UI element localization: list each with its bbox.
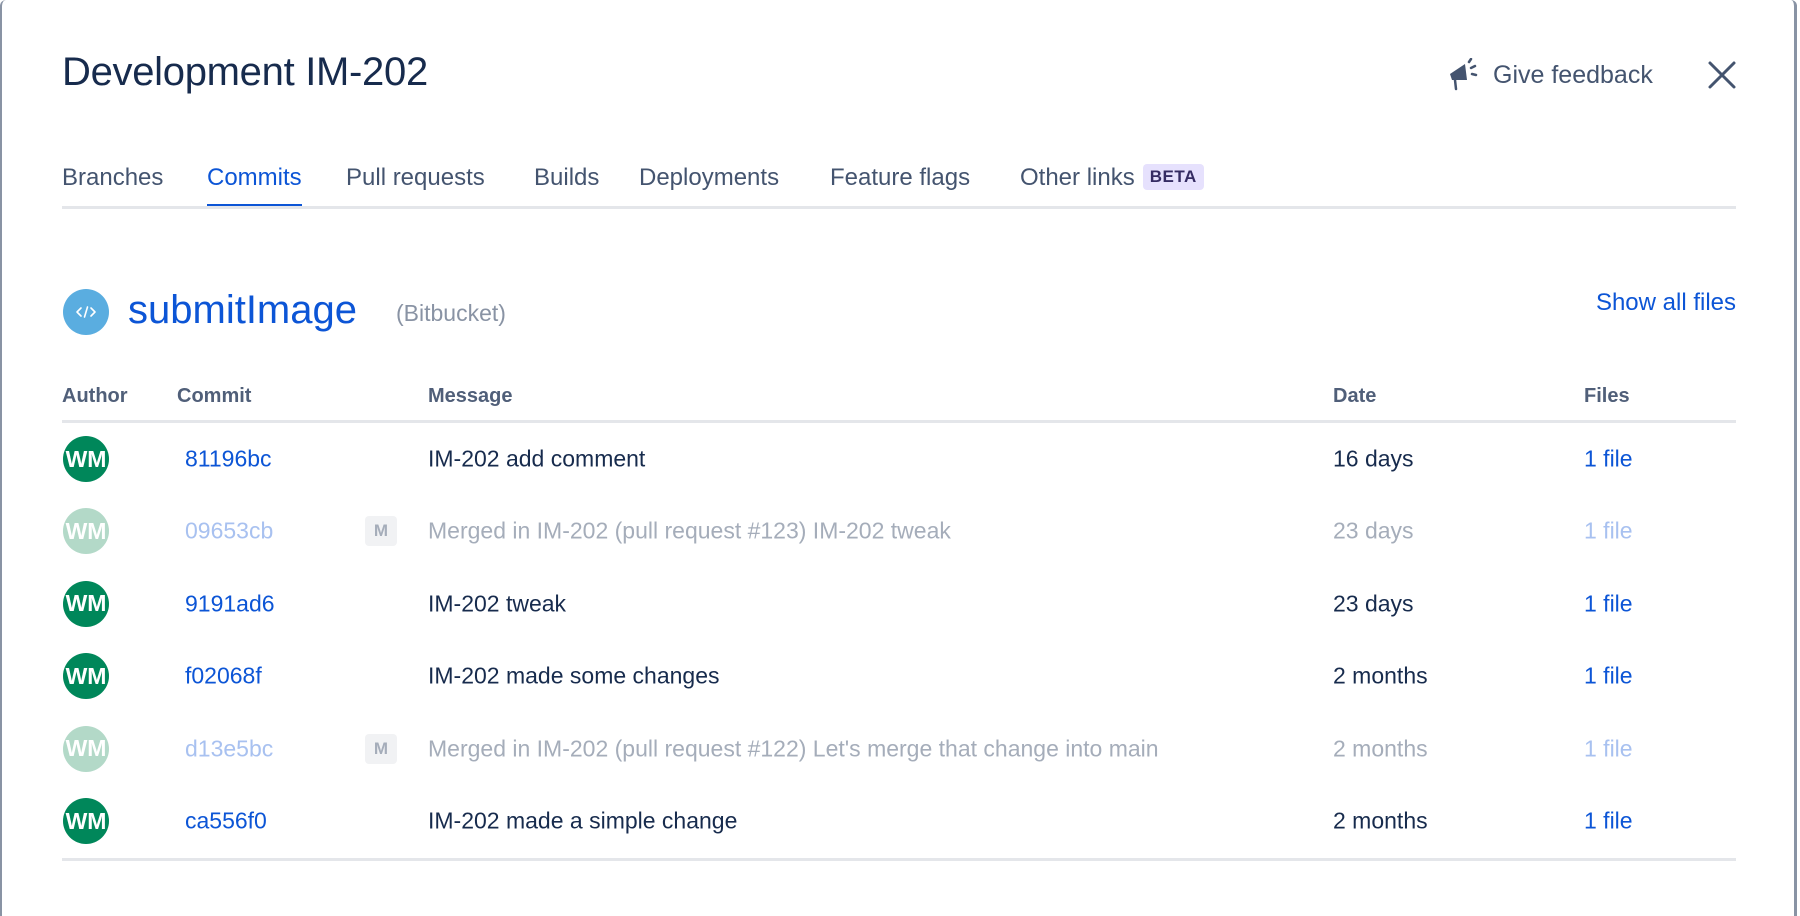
table-row: WM 09653cb M Merged in IM-202 (pull request… bbox=[0, 495, 1800, 567]
tab-deployments[interactable]: Deployments bbox=[639, 164, 779, 192]
avatar[interactable]: WM bbox=[63, 653, 109, 700]
merge-badge: M bbox=[365, 516, 397, 547]
beta-badge: BETA bbox=[1142, 164, 1204, 190]
tab-pull-requests[interactable]: Pull requests bbox=[346, 164, 485, 192]
commit-hash-link[interactable]: 81196bc bbox=[185, 445, 272, 472]
avatar[interactable]: WM bbox=[63, 798, 109, 844]
commit-message: Merged in IM-202 (pull request #123) IM-… bbox=[428, 517, 951, 544]
commit-date: 2 months bbox=[1333, 662, 1428, 689]
tab-commits[interactable]: Commits bbox=[207, 164, 302, 207]
table-row: WM ca556f0 IM-202 made a simple change 2 mo… bbox=[0, 785, 1800, 857]
header-author: Author bbox=[62, 385, 128, 407]
tab-label: Feature flags bbox=[830, 164, 971, 191]
files-link[interactable]: 1 file bbox=[1584, 445, 1633, 472]
files-link[interactable]: 1 file bbox=[1584, 807, 1633, 834]
tab-bar: Branches Commits Pull requests Builds De… bbox=[62, 164, 1736, 209]
tab-label: Pull requests bbox=[346, 164, 485, 191]
repo-source: (Bitbucket) bbox=[396, 300, 506, 326]
commit-date: 23 days bbox=[1333, 517, 1414, 544]
commit-date: 16 days bbox=[1333, 445, 1414, 472]
files-link[interactable]: 1 file bbox=[1584, 590, 1633, 617]
commit-hash-link[interactable]: 9191ad6 bbox=[185, 590, 275, 617]
header-commit: Commit bbox=[177, 385, 252, 407]
header-message: Message bbox=[428, 385, 513, 407]
commit-message: IM-202 add comment bbox=[428, 445, 646, 472]
table-bottom-divider bbox=[62, 858, 1736, 861]
commit-message: IM-202 tweak bbox=[428, 590, 567, 617]
repo-name-link[interactable]: submitImage bbox=[128, 288, 357, 332]
tab-feature-flags[interactable]: Feature flags bbox=[830, 164, 970, 192]
commit-date: 2 months bbox=[1333, 807, 1428, 834]
show-all-files-link[interactable]: Show all files bbox=[1595, 289, 1736, 316]
commit-date: 2 months bbox=[1333, 735, 1428, 762]
commit-hash-link[interactable]: d13e5bc bbox=[185, 735, 274, 762]
commit-hash-link[interactable]: ca556f0 bbox=[185, 807, 267, 834]
files-link[interactable]: 1 file bbox=[1584, 735, 1633, 762]
tab-other-links[interactable]: Other links BETA bbox=[1020, 164, 1204, 192]
commit-message: IM-202 made a simple change bbox=[428, 807, 738, 834]
give-feedback-button[interactable]: Give feedback bbox=[1447, 58, 1653, 92]
give-feedback-label: Give feedback bbox=[1493, 60, 1653, 89]
tab-branches[interactable]: Branches bbox=[62, 164, 163, 192]
tab-label: Deployments bbox=[639, 164, 780, 191]
avatar[interactable]: WM bbox=[63, 725, 109, 772]
header-files: Files bbox=[1584, 385, 1630, 407]
avatar[interactable]: WM bbox=[63, 436, 109, 482]
avatar[interactable]: WM bbox=[63, 508, 109, 555]
table-row: WM 81196bc IM-202 add comment 16 days 1 file bbox=[0, 423, 1800, 495]
table-row: WM 9191ad6 IM-202 tweak 23 days 1 file bbox=[0, 568, 1800, 640]
page-title: Development IM-202 bbox=[62, 50, 428, 94]
files-link[interactable]: 1 file bbox=[1584, 662, 1633, 689]
code-icon bbox=[63, 289, 109, 335]
tab-builds[interactable]: Builds bbox=[534, 164, 599, 192]
commit-date: 23 days bbox=[1333, 590, 1414, 617]
commit-hash-link[interactable]: f02068f bbox=[185, 662, 262, 689]
table-row: WM d13e5bc M Merged in IM-202 (pull request… bbox=[0, 713, 1800, 785]
commit-hash-link[interactable]: 09653cb bbox=[185, 517, 274, 544]
tab-label: Builds bbox=[534, 164, 600, 191]
tab-divider bbox=[62, 206, 1736, 209]
commit-message: IM-202 made some changes bbox=[428, 662, 720, 689]
tab-label: Other links bbox=[1020, 164, 1135, 191]
close-icon[interactable] bbox=[1704, 57, 1740, 93]
megaphone-icon bbox=[1450, 58, 1478, 91]
header-date: Date bbox=[1333, 385, 1377, 407]
tab-label: Commits bbox=[207, 164, 302, 191]
commit-message: Merged in IM-202 (pull request #122) Let… bbox=[428, 735, 1159, 762]
avatar[interactable]: WM bbox=[63, 580, 109, 627]
table-row: WM f02068f IM-202 made some changes 2 month… bbox=[0, 640, 1800, 712]
files-link[interactable]: 1 file bbox=[1584, 517, 1633, 544]
merge-badge: M bbox=[365, 733, 397, 764]
header-divider bbox=[62, 420, 1736, 423]
tab-label: Branches bbox=[62, 164, 164, 191]
